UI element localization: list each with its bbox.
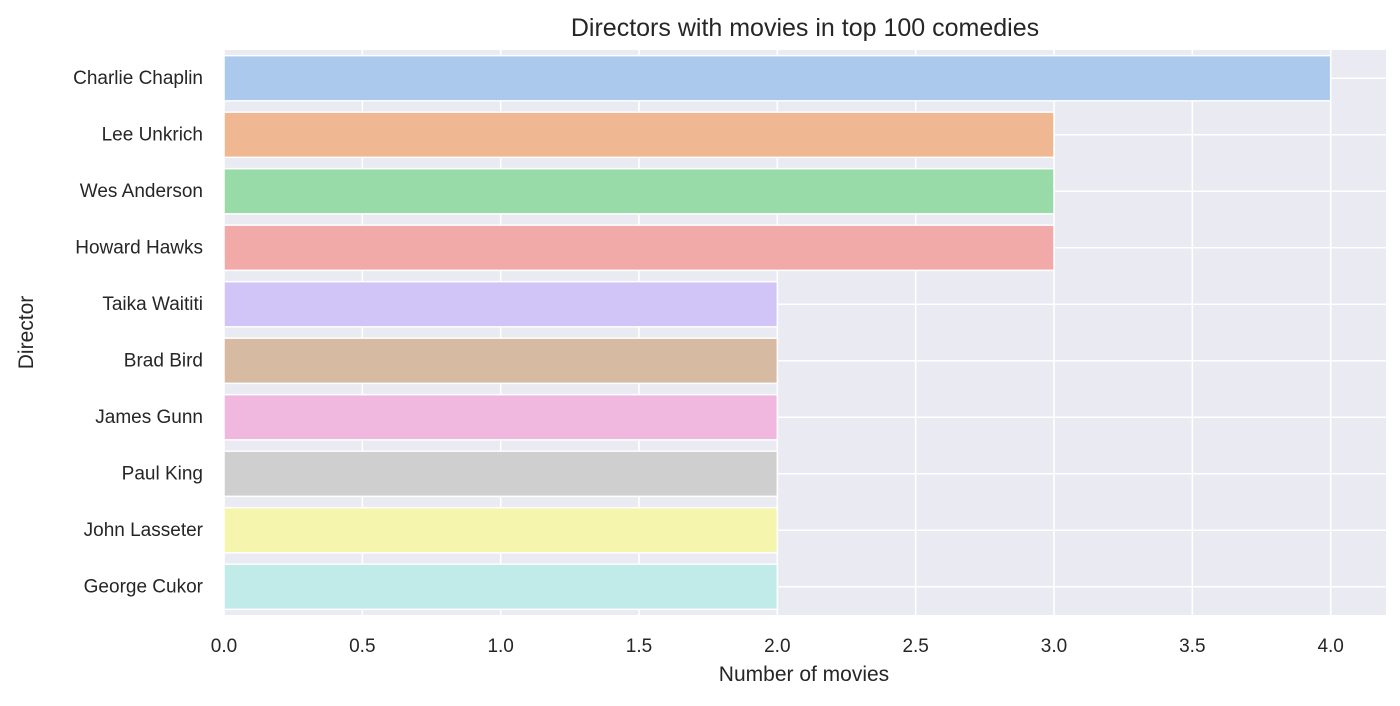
chart-title: Directors with movies in top 100 comedie…: [571, 14, 1039, 42]
x-tick-label: 1.5: [626, 636, 652, 657]
bar: [223, 111, 1055, 159]
y-tick-label: Paul King: [122, 463, 203, 484]
x-tick-labels: 0.0 0.5 1.0 1.5 2.0 2.5 3.0 3.5 4.0: [211, 636, 1344, 657]
y-axis-label: Director: [15, 296, 38, 370]
x-tick-label: 4.0: [1317, 636, 1343, 657]
x-tick-label: 3.5: [1179, 636, 1205, 657]
bar: [223, 167, 1055, 215]
y-tick-label: George Cukor: [84, 576, 204, 597]
x-tick-label: 3.0: [1041, 636, 1067, 657]
bar: [223, 337, 779, 385]
bar: [223, 393, 779, 441]
bar: [223, 280, 779, 328]
x-tick-label: 0.0: [211, 636, 237, 657]
bar: [223, 450, 779, 498]
x-tick-label: 2.5: [902, 636, 928, 657]
x-tick-label: 0.5: [349, 636, 375, 657]
y-tick-label: Taika Waititi: [102, 294, 203, 315]
bar: [223, 224, 1055, 272]
x-tick-label: 2.0: [764, 636, 790, 657]
y-tick-label: Wes Anderson: [80, 181, 203, 202]
y-tick-label: Lee Unkrich: [102, 124, 203, 145]
x-axis-label: Number of movies: [719, 663, 889, 686]
y-tick-label: John Lasseter: [84, 520, 204, 541]
y-tick-labels: Charlie Chaplin Lee Unkrich Wes Anderson Ho…: [73, 68, 204, 598]
bar: [223, 54, 1332, 102]
y-tick-label: Howard Hawks: [75, 237, 203, 258]
bars: [223, 54, 1332, 611]
y-tick-label: James Gunn: [95, 407, 203, 428]
y-tick-label: Charlie Chaplin: [73, 68, 203, 89]
x-tick-label: 1.0: [487, 636, 513, 657]
bar: [223, 506, 779, 554]
bar: [223, 563, 779, 611]
y-tick-label: Brad Bird: [124, 350, 203, 371]
